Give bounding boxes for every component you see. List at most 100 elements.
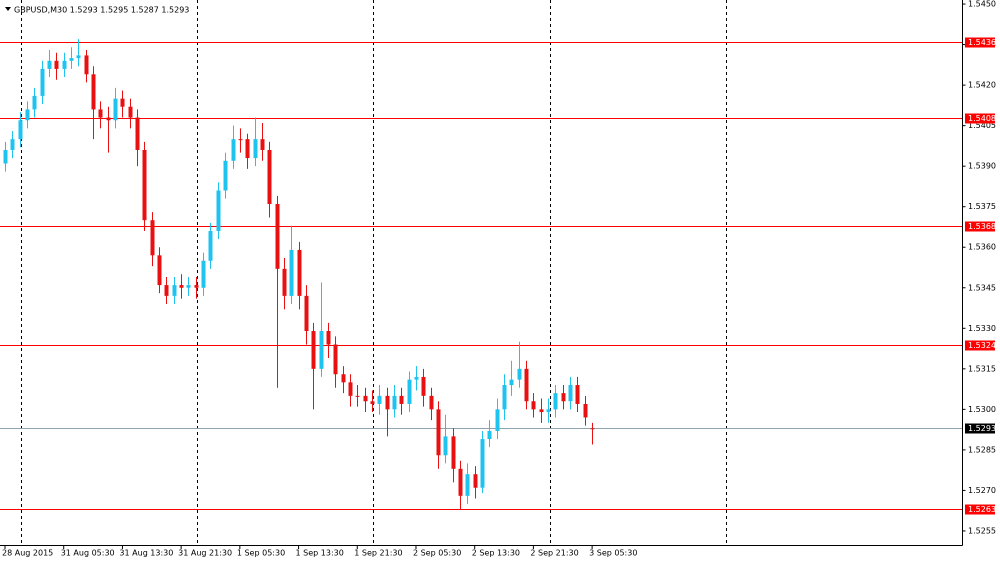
x-tick-label: 1 Sep 05:30 <box>237 549 285 558</box>
candle-body <box>84 55 89 75</box>
candle-body <box>524 368 529 402</box>
candle-body <box>304 295 309 331</box>
candle-body <box>421 376 426 396</box>
plot-area <box>0 39 963 510</box>
candle-body <box>326 330 331 345</box>
candle-body <box>517 368 522 380</box>
candle-body <box>333 344 338 375</box>
candle-body <box>194 285 199 288</box>
candle-body <box>18 120 23 140</box>
candle-body <box>385 395 390 410</box>
candle-body <box>179 285 184 288</box>
candle-body <box>98 109 103 118</box>
level-label-box <box>965 113 995 124</box>
candle-body <box>297 249 302 296</box>
y-tick-label: 1.5315 <box>968 364 996 373</box>
candle-body <box>32 95 37 110</box>
candle-body <box>487 430 492 440</box>
y-tick-label: 1.5360 <box>968 243 996 252</box>
candle-body <box>69 58 74 61</box>
candle-body <box>399 395 404 404</box>
x-tick-label: 28 Aug 2015 <box>2 549 53 558</box>
y-tick-label: 1.5405 <box>968 121 996 130</box>
candle-body <box>553 393 558 410</box>
x-tick-label: 3 Sep 05:30 <box>589 549 637 558</box>
y-tick-label: 1.5375 <box>968 202 996 211</box>
level-label-box <box>965 340 995 351</box>
candle-body <box>546 409 551 413</box>
y-tick-label: 1.5345 <box>968 283 996 292</box>
candle-body <box>465 474 470 496</box>
candle-body <box>54 60 59 69</box>
y-tick-label: 1.5300 <box>968 405 996 414</box>
candle-body <box>238 139 243 141</box>
candle-body <box>142 149 147 221</box>
candle-body <box>157 255 162 286</box>
x-tick-label: 31 Aug 05:30 <box>61 549 115 558</box>
candle-body <box>267 149 272 205</box>
candle-body <box>436 409 441 456</box>
candle-body <box>113 98 118 121</box>
level-label: 1.5408 <box>968 114 996 123</box>
candle-body <box>164 285 169 296</box>
y-tick-label: 1.5270 <box>968 486 996 495</box>
candle-body <box>568 385 573 402</box>
candle-body <box>348 382 353 396</box>
x-tick-label: 2 Sep 05:30 <box>413 549 461 558</box>
candle-body <box>480 439 485 488</box>
candle-body <box>201 260 206 288</box>
level-label: 1.5368 <box>968 222 996 231</box>
candle-body <box>3 149 8 164</box>
candle-body <box>216 190 221 232</box>
x-tick-label: 2 Sep 21:30 <box>530 549 578 558</box>
candle-body <box>458 468 463 496</box>
y-tick-label: 1.5450 <box>968 0 996 9</box>
x-tick-label: 1 Sep 13:30 <box>296 549 344 558</box>
level-label-box <box>965 504 995 515</box>
y-tick-label: 1.5330 <box>968 324 996 333</box>
candle-body <box>231 139 236 161</box>
candle-body <box>106 117 111 121</box>
candle-body <box>275 204 280 269</box>
candle-body <box>561 393 566 402</box>
y-tick-label: 1.5285 <box>968 445 996 454</box>
level-label-box <box>965 221 995 232</box>
last-price-box <box>965 423 995 434</box>
candle-body <box>47 60 52 69</box>
level-label: 1.5324 <box>968 341 996 350</box>
candle-body <box>531 401 536 410</box>
candle-body <box>341 374 346 383</box>
candle-body <box>443 436 448 456</box>
candle-body <box>473 474 478 488</box>
candle-body <box>172 285 177 296</box>
candle-body <box>186 285 191 288</box>
candle-body <box>40 68 45 96</box>
candle-body <box>502 385 507 410</box>
x-tick-label: 1 Sep 21:30 <box>354 549 402 558</box>
candle-body <box>311 330 316 369</box>
candle-body <box>377 395 382 404</box>
candle-body <box>76 55 81 59</box>
candle-body <box>260 139 265 150</box>
candle-body <box>575 385 580 404</box>
candle-body <box>590 428 595 430</box>
candle-body <box>370 401 375 404</box>
candle-body <box>208 231 213 261</box>
candle-body <box>509 379 514 386</box>
candle-body <box>120 98 125 107</box>
candle-body <box>223 160 228 191</box>
candle-body <box>451 436 456 469</box>
level-label: 1.5436 <box>968 38 996 47</box>
x-tick-label: 31 Aug 13:30 <box>119 549 173 558</box>
candle-body <box>355 395 360 397</box>
candle-body <box>128 106 133 118</box>
x-tick-label: 2 Sep 13:30 <box>472 549 520 558</box>
y-tick-label: 1.5420 <box>968 81 996 90</box>
y-tick-label: 1.5255 <box>968 526 996 535</box>
chart-title: GBPUSD,M30 1.5293 1.5295 1.5287 1.5293 <box>14 6 189 15</box>
candle-body <box>91 74 96 110</box>
candle-body <box>429 395 434 410</box>
candle-body <box>289 249 294 296</box>
candle-body <box>25 109 30 121</box>
candle-body <box>253 139 258 159</box>
